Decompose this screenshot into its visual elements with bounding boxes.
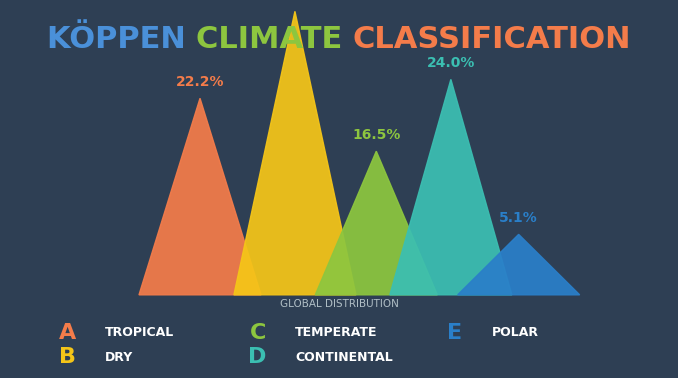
Text: 16.5%: 16.5% [352,128,401,142]
Text: TEMPERATE: TEMPERATE [295,326,378,339]
Text: 5.1%: 5.1% [499,211,538,225]
Text: 22.2%: 22.2% [176,75,224,89]
Text: TROPICAL: TROPICAL [105,326,174,339]
Text: B: B [59,347,77,367]
Text: A: A [59,323,77,342]
Text: CLASSIFICATION: CLASSIFICATION [353,25,631,54]
Polygon shape [315,151,437,295]
Text: 24.0%: 24.0% [426,56,475,70]
Text: 32.2%: 32.2% [271,0,319,2]
Text: D: D [248,347,267,367]
Text: CONTINENTAL: CONTINENTAL [295,351,393,364]
Text: KÖPPEN: KÖPPEN [47,25,196,54]
Text: DRY: DRY [105,351,134,364]
Text: POLAR: POLAR [492,326,538,339]
Polygon shape [234,11,356,295]
Text: C: C [250,323,266,342]
Polygon shape [458,234,580,295]
Polygon shape [390,79,512,295]
Text: E: E [447,323,462,342]
Text: GLOBAL DISTRIBUTION: GLOBAL DISTRIBUTION [279,299,399,309]
Text: CLIMATE: CLIMATE [196,25,353,54]
Polygon shape [139,98,261,295]
